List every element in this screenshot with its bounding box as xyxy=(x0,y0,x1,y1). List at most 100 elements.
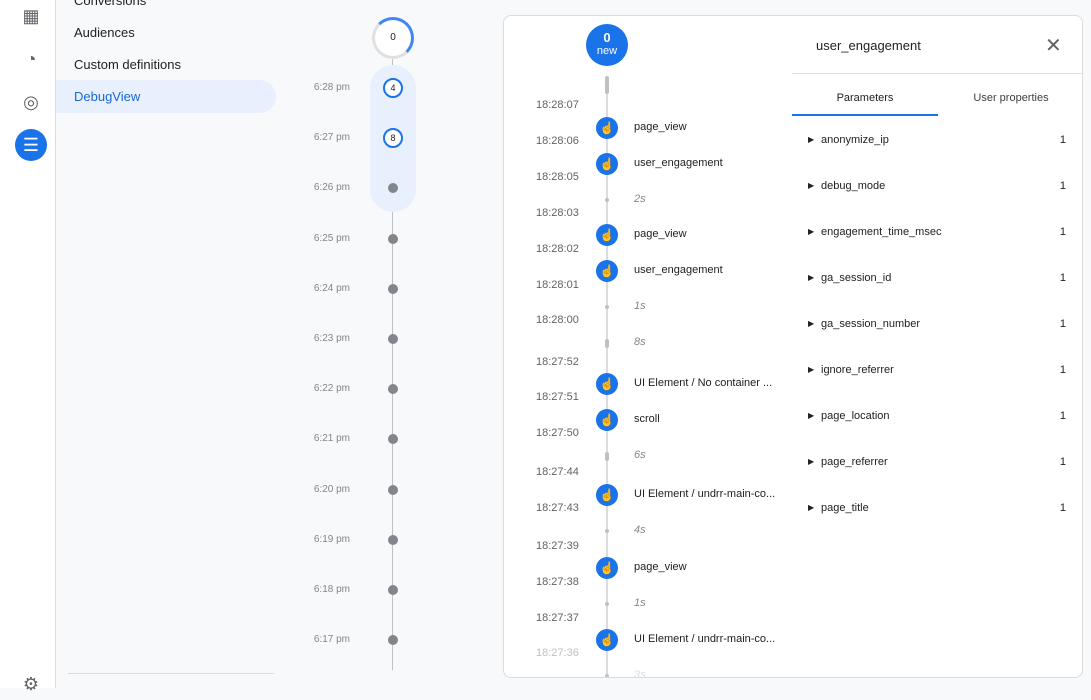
minute-count-badge[interactable]: 8 xyxy=(383,128,403,149)
gap-bar xyxy=(605,339,609,348)
event-timestamp: 18:27:39 xyxy=(536,540,579,552)
caret-right-icon[interactable]: ▶ xyxy=(808,411,815,420)
param-row[interactable]: ▶ anonymize_ip 1 xyxy=(793,130,1073,150)
minute-count-badge[interactable]: 4 xyxy=(383,78,403,98)
close-icon[interactable]: ✕ xyxy=(1045,35,1062,57)
param-row[interactable]: ▶ page_title 1 xyxy=(793,498,1073,518)
param-value: 1 xyxy=(1059,502,1066,514)
minute-dot[interactable] xyxy=(388,233,398,244)
param-name: ga_session_number xyxy=(821,318,921,330)
seconds-counter[interactable]: 0 xyxy=(372,17,414,59)
event-timestamp: 18:27:36 xyxy=(536,647,579,659)
nav-custom-definitions[interactable]: Custom definitions xyxy=(74,57,181,72)
event-timestamp: 18:28:00 xyxy=(536,314,579,326)
tab-parameters[interactable]: Parameters xyxy=(792,86,938,116)
settings-icon[interactable]: ⚙ xyxy=(22,673,40,694)
event-touch-icon[interactable]: ☝ xyxy=(596,373,618,395)
minute-time: 6:23 pm xyxy=(313,333,350,344)
param-name: page_referrer xyxy=(821,456,888,468)
param-name: page_title xyxy=(821,502,869,514)
minute-time: 6:20 pm xyxy=(313,483,350,495)
gap-dot xyxy=(605,305,609,309)
minute-dot[interactable] xyxy=(388,183,398,194)
caret-right-icon[interactable]: ▶ xyxy=(808,227,815,236)
param-row[interactable]: ▶ ignore_referrer 1 xyxy=(793,360,1073,380)
event-name[interactable]: UI Element / undrr-main-co... xyxy=(634,488,776,500)
caret-right-icon[interactable]: ▶ xyxy=(808,457,815,466)
param-name: ga_session_id xyxy=(821,272,892,284)
minute-dot[interactable] xyxy=(388,635,398,646)
minute-time: 6:17 pm xyxy=(313,634,350,646)
event-name[interactable]: user_engagement xyxy=(634,157,723,169)
minute-dot[interactable] xyxy=(388,585,398,595)
event-name[interactable]: page_view xyxy=(634,121,687,133)
configure-icon[interactable]: ☰ xyxy=(15,129,47,161)
nav-debugview[interactable]: DebugView xyxy=(56,80,276,113)
event-touch-icon[interactable]: ☝ xyxy=(596,557,618,579)
event-touch-icon[interactable]: ☝ xyxy=(596,484,618,506)
minute-time: 6:19 pm xyxy=(313,533,350,545)
event-timestamp: 18:28:07 xyxy=(536,99,579,111)
minute-time: 6:24 pm xyxy=(313,282,350,294)
param-name: page_location xyxy=(821,410,890,422)
nav-audiences[interactable]: Audiences xyxy=(74,25,135,40)
event-touch-icon[interactable]: ☝ xyxy=(596,117,618,139)
event-name[interactable]: user_engagement xyxy=(634,264,723,276)
event-touch-icon[interactable]: ☝ xyxy=(596,409,618,431)
event-timestamp: 18:27:52 xyxy=(536,356,579,368)
advertising-icon[interactable]: ◎ xyxy=(23,91,39,112)
param-name: ignore_referrer xyxy=(821,364,894,376)
param-row[interactable]: ▶ ga_session_id 1 xyxy=(793,268,1073,288)
event-touch-icon[interactable]: ☝ xyxy=(596,153,618,175)
param-value: 1 xyxy=(1059,364,1066,376)
param-row[interactable]: ▶ ga_session_number 1 xyxy=(793,314,1073,334)
gap-duration: 2s xyxy=(634,193,646,205)
event-timestamp: 18:28:01 xyxy=(536,279,579,291)
event-timestamp: 18:27:43 xyxy=(536,502,579,514)
minutes-line xyxy=(392,40,393,670)
event-name[interactable]: UI Element / undrr-main-co... xyxy=(634,633,776,645)
param-row[interactable]: ▶ debug_mode 1 xyxy=(793,176,1073,196)
minute-time: 6:28 pm xyxy=(313,82,350,93)
caret-right-icon[interactable]: ▶ xyxy=(808,319,815,328)
minute-time: 6:21 pm xyxy=(313,433,350,445)
caret-right-icon[interactable]: ▶ xyxy=(808,503,815,512)
gap-bar xyxy=(605,452,609,461)
event-name[interactable]: page_view xyxy=(634,228,687,240)
nav-divider xyxy=(68,673,274,674)
minute-dot[interactable] xyxy=(388,484,398,495)
event-timestamp: 18:27:50 xyxy=(536,427,579,439)
event-name[interactable]: page_view xyxy=(634,561,687,573)
minute-dot[interactable] xyxy=(388,534,398,545)
caret-right-icon[interactable]: ▶ xyxy=(808,273,815,282)
caret-right-icon[interactable]: ▶ xyxy=(808,181,815,190)
param-row[interactable]: ▶ page_referrer 1 xyxy=(793,452,1073,472)
new-events-button[interactable]: 0 new xyxy=(586,24,628,66)
param-value: 1 xyxy=(1059,226,1066,238)
event-name[interactable]: scroll xyxy=(634,413,660,425)
param-row[interactable]: ▶ page_location 1 xyxy=(793,406,1073,426)
reports-icon[interactable]: ▦ xyxy=(22,5,40,26)
minute-dot[interactable] xyxy=(388,434,398,445)
minute-dot[interactable] xyxy=(388,384,398,395)
gap-dot xyxy=(605,602,609,606)
event-touch-icon[interactable]: ☝ xyxy=(596,224,618,246)
event-touch-icon[interactable]: ☝ xyxy=(596,260,618,282)
caret-right-icon[interactable]: ▶ xyxy=(808,365,815,374)
minute-dot[interactable] xyxy=(388,283,398,294)
event-timestamp: 18:28:06 xyxy=(536,135,579,147)
param-row[interactable]: ▶ engagement_time_msec 1 xyxy=(793,222,1073,242)
param-value: 1 xyxy=(1059,410,1066,422)
debug-card: 0 new 18:28:07 18:28:06 18:28:05 18:28:03 18… xyxy=(503,15,1083,678)
event-name[interactable]: UI Element / No container ... xyxy=(634,377,773,389)
tab-user-properties[interactable]: User properties xyxy=(973,92,1049,104)
stream-bar xyxy=(605,76,609,94)
new-label: new xyxy=(596,45,618,57)
event-timestamp: 18:27:44 xyxy=(536,466,579,478)
caret-right-icon[interactable]: ▶ xyxy=(808,135,815,144)
explore-icon[interactable]: ◔ xyxy=(25,48,37,69)
minute-dot[interactable] xyxy=(388,334,398,344)
event-touch-icon[interactable]: ☝ xyxy=(596,629,618,651)
nav-conversions[interactable]: Conversions xyxy=(74,0,147,8)
event-timestamp: 18:28:03 xyxy=(536,207,579,219)
